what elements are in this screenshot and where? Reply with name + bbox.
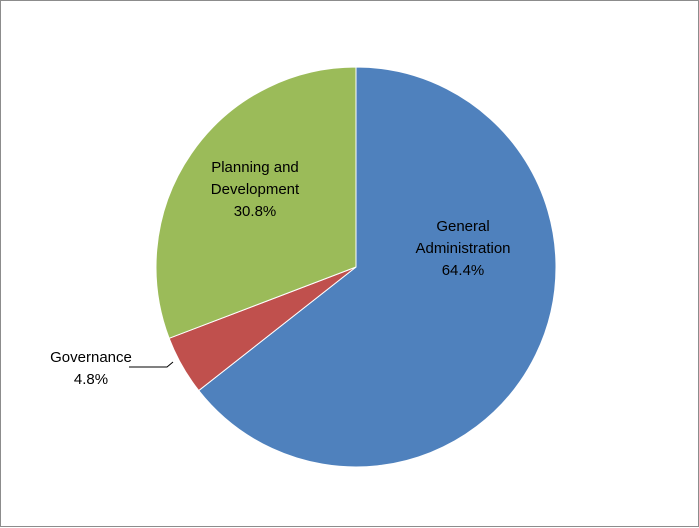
slice-label-planning-and-development: Planning and Development 30.8% — [211, 159, 300, 220]
pie-slice-planning-and-development — [155, 66, 357, 339]
leader-line — [129, 361, 174, 368]
slice-label-general-administration: General Administration 64.4% — [415, 218, 510, 279]
pie-slice-general-administration — [198, 66, 557, 468]
slice-label-governance: Governance 4.8% — [50, 349, 132, 388]
